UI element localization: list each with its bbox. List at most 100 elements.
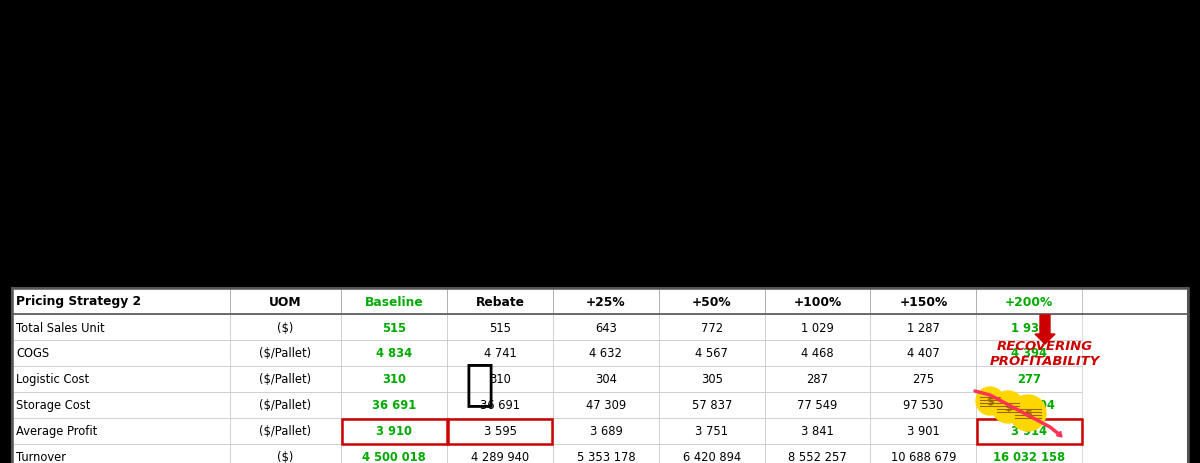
Bar: [977, 288, 1082, 314]
Text: 36 691: 36 691: [480, 399, 520, 412]
Text: ($/Pallet): ($/Pallet): [259, 373, 312, 386]
Text: Rebate: Rebate: [475, 295, 524, 308]
Text: 4 741: 4 741: [484, 347, 516, 360]
Bar: [977, 418, 1082, 444]
Bar: [870, 366, 977, 392]
Text: 10 688 679: 10 688 679: [890, 450, 956, 463]
Text: +100%: +100%: [793, 295, 841, 308]
Text: 515: 515: [490, 321, 511, 334]
Text: 📋: 📋: [466, 359, 496, 407]
Text: ($/Pallet): ($/Pallet): [259, 399, 312, 412]
Bar: [553, 444, 659, 463]
Text: 47 309: 47 309: [586, 399, 626, 412]
Bar: [341, 340, 448, 366]
Bar: [764, 366, 870, 392]
Bar: [870, 288, 977, 314]
Bar: [341, 314, 448, 340]
Bar: [448, 392, 553, 418]
Bar: [448, 366, 553, 392]
Bar: [977, 419, 1081, 444]
Circle shape: [976, 387, 1004, 415]
Bar: [553, 340, 659, 366]
Text: 310: 310: [490, 373, 511, 386]
Text: 57 837: 57 837: [691, 399, 732, 412]
Text: 287: 287: [806, 373, 828, 386]
Text: COGS: COGS: [16, 347, 49, 360]
Bar: [659, 418, 764, 444]
Text: $: $: [986, 396, 994, 406]
Text: 141 904: 141 904: [1003, 399, 1055, 412]
Text: 310: 310: [383, 373, 406, 386]
Text: +50%: +50%: [692, 295, 732, 308]
Text: 4 394: 4 394: [1012, 347, 1048, 360]
Text: 4 834: 4 834: [376, 347, 413, 360]
Bar: [448, 444, 553, 463]
Bar: [229, 288, 341, 314]
Bar: [12, 288, 229, 314]
Text: 6 420 894: 6 420 894: [683, 450, 740, 463]
Bar: [659, 392, 764, 418]
Text: +25%: +25%: [586, 295, 625, 308]
Bar: [977, 314, 1082, 340]
Text: 4 468: 4 468: [802, 347, 834, 360]
Text: +200%: +200%: [1006, 295, 1054, 308]
Text: 772: 772: [701, 321, 722, 334]
Text: 1 930: 1 930: [1012, 321, 1048, 334]
Bar: [341, 366, 448, 392]
Bar: [553, 288, 659, 314]
Bar: [229, 340, 341, 366]
Bar: [870, 340, 977, 366]
Bar: [448, 419, 552, 444]
Bar: [659, 340, 764, 366]
Bar: [870, 392, 977, 418]
Text: ($/Pallet): ($/Pallet): [259, 425, 312, 438]
Text: 77 549: 77 549: [798, 399, 838, 412]
Bar: [229, 392, 341, 418]
Text: 3 841: 3 841: [802, 425, 834, 438]
Text: 8 552 257: 8 552 257: [788, 450, 847, 463]
Bar: [341, 444, 448, 463]
Bar: [12, 288, 1188, 463]
Bar: [764, 314, 870, 340]
Bar: [229, 366, 341, 392]
Text: 3 914: 3 914: [1012, 425, 1048, 438]
Bar: [977, 392, 1082, 418]
Text: 277: 277: [1018, 373, 1042, 386]
Text: 97 530: 97 530: [904, 399, 943, 412]
Text: Logistic Cost: Logistic Cost: [16, 373, 89, 386]
Bar: [12, 366, 229, 392]
Bar: [341, 288, 448, 314]
Bar: [659, 314, 764, 340]
Text: 1 029: 1 029: [802, 321, 834, 334]
Text: 305: 305: [701, 373, 722, 386]
Text: 4 632: 4 632: [589, 347, 623, 360]
Bar: [553, 418, 659, 444]
Text: Total Sales Unit: Total Sales Unit: [16, 321, 104, 334]
Bar: [341, 392, 448, 418]
Bar: [448, 314, 553, 340]
Text: RECOVERING
PROFITABILITY: RECOVERING PROFITABILITY: [990, 339, 1100, 367]
Bar: [764, 288, 870, 314]
Bar: [870, 314, 977, 340]
Text: 3 595: 3 595: [484, 425, 516, 438]
Bar: [659, 366, 764, 392]
Text: 275: 275: [912, 373, 935, 386]
Text: Pricing Strategy 2: Pricing Strategy 2: [16, 295, 142, 308]
Text: 515: 515: [382, 321, 406, 334]
Text: ($): ($): [277, 450, 294, 463]
Bar: [448, 288, 553, 314]
Bar: [764, 392, 870, 418]
Text: 4 567: 4 567: [695, 347, 728, 360]
Bar: [342, 419, 446, 444]
Bar: [12, 418, 229, 444]
Bar: [553, 314, 659, 340]
Bar: [977, 366, 1082, 392]
Text: Turnover: Turnover: [16, 450, 66, 463]
Bar: [553, 392, 659, 418]
Text: 3 689: 3 689: [589, 425, 623, 438]
Bar: [764, 340, 870, 366]
Bar: [12, 444, 229, 463]
Text: 5 353 178: 5 353 178: [576, 450, 635, 463]
Bar: [229, 444, 341, 463]
Bar: [659, 288, 764, 314]
